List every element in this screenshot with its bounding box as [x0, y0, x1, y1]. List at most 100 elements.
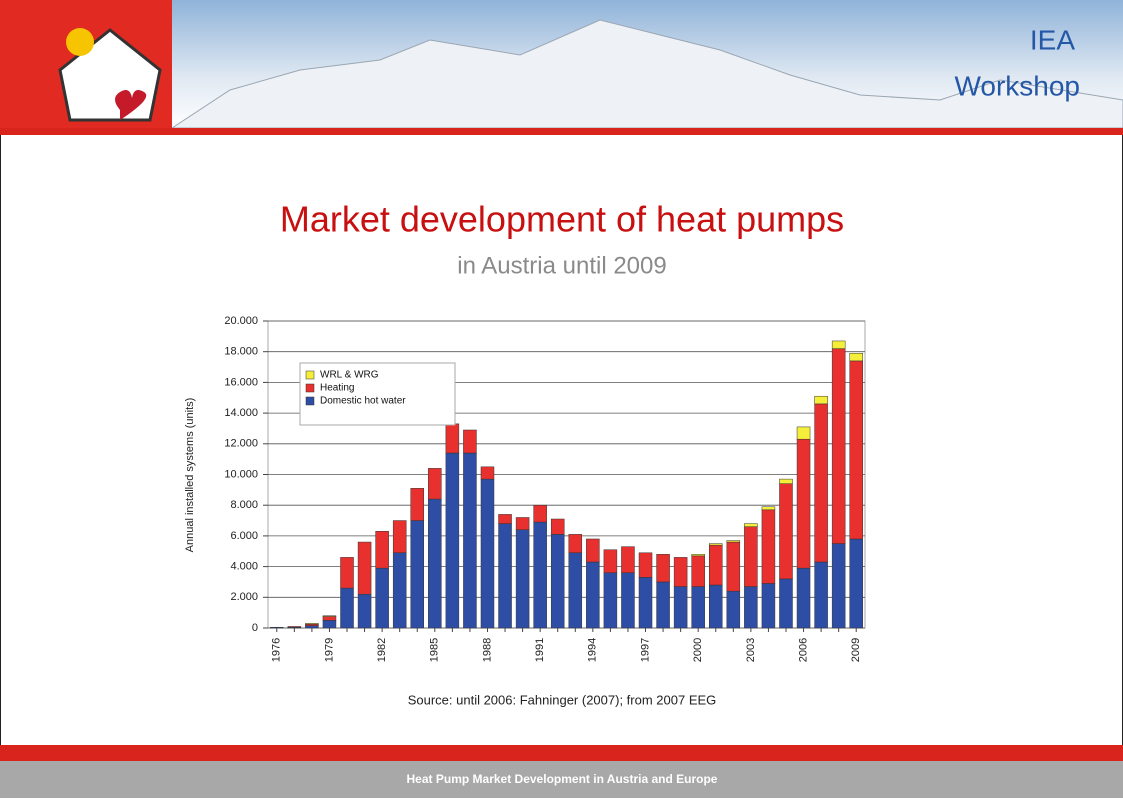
- bar-segment: [796, 438, 811, 569]
- bar-segment: [726, 541, 741, 592]
- bar-segment: [480, 478, 495, 629]
- bar-segment: [779, 578, 793, 629]
- bar-segment: [586, 538, 600, 563]
- bar-segment: [322, 620, 337, 629]
- bar-segment: [392, 552, 407, 629]
- bar-segment: [726, 540, 741, 543]
- y-tick-label: 18.000: [224, 346, 258, 358]
- bar-segment: [498, 523, 512, 629]
- bar-segment: [463, 452, 477, 629]
- bar-segment: [305, 623, 319, 625]
- header-line2: Workshop: [954, 70, 1080, 101]
- x-tick-label: 2000: [692, 638, 704, 662]
- bar-segment: [796, 567, 811, 629]
- bar-segment: [428, 468, 442, 500]
- bar-segment: [550, 534, 565, 629]
- bar-segment: [761, 506, 776, 511]
- x-tick-label: 1988: [481, 638, 493, 662]
- y-tick-label: 4.000: [230, 561, 258, 573]
- bar-segment: [691, 586, 705, 629]
- bar-segment: [849, 360, 863, 540]
- bar-segment: [410, 488, 424, 521]
- y-tick-label: 2.000: [230, 591, 258, 603]
- bar-segment: [568, 534, 583, 554]
- bar-segment: [357, 593, 372, 629]
- bar-segment: [498, 514, 512, 524]
- legend-swatch: [305, 370, 315, 380]
- chart-subtitle: in Austria until 2009: [457, 252, 666, 279]
- bar-segment: [603, 549, 618, 573]
- y-tick-label: 12.000: [224, 438, 258, 450]
- chart-title: Market development of heat pumps: [280, 199, 844, 240]
- bar-segment: [709, 544, 723, 586]
- bar-segment: [287, 626, 302, 628]
- bar-segment: [638, 577, 653, 629]
- bar-segment: [709, 543, 723, 546]
- mountains: [170, 19, 1123, 129]
- bar-segment: [586, 561, 600, 629]
- x-tick-label: 1991: [534, 638, 546, 662]
- bar-segment: [480, 466, 495, 480]
- bar-segment: [445, 452, 460, 629]
- bar-segment: [849, 538, 863, 629]
- bar-segment: [621, 546, 635, 573]
- x-tick-label: 1982: [376, 638, 388, 662]
- bar-segment: [709, 584, 723, 629]
- bar-segment: [656, 554, 670, 583]
- bar-segment: [779, 483, 793, 580]
- logo-sun: [66, 28, 94, 56]
- bar-segment: [831, 348, 846, 544]
- bar-segment: [515, 529, 530, 629]
- y-tick-label: 20.000: [224, 315, 258, 327]
- bar-segment: [814, 561, 828, 629]
- y-tick-label: 0: [252, 622, 258, 634]
- bar-segment: [831, 340, 846, 349]
- bar-segment: [761, 509, 776, 584]
- bar-segment: [744, 526, 758, 587]
- x-tick-label: 2009: [850, 638, 862, 662]
- header-rule: [0, 128, 1123, 135]
- legend-box: [299, 362, 456, 426]
- y-tick-label: 16.000: [224, 376, 258, 388]
- footer-rule: [0, 745, 1123, 761]
- bar-segment: [322, 616, 337, 621]
- y-tick-label: 10.000: [224, 468, 258, 480]
- bar-segment: [375, 567, 389, 629]
- bar-segment: [796, 426, 811, 440]
- source-note: Source: until 2006: Fahninger (2007); fr…: [408, 692, 717, 707]
- bar-segment: [340, 557, 354, 589]
- bar-segment: [831, 543, 846, 629]
- bar-segment: [340, 587, 354, 629]
- bar-segment: [550, 518, 565, 535]
- x-tick-label: 2006: [797, 638, 809, 662]
- bar-segment: [744, 523, 758, 527]
- bar-segment: [656, 581, 670, 629]
- bar-segment: [305, 625, 319, 629]
- bar-segment: [621, 572, 635, 629]
- legend-swatch: [305, 396, 315, 406]
- bar-segment: [673, 557, 688, 587]
- bar-segment: [814, 403, 828, 563]
- bar-segment: [814, 395, 828, 405]
- bar-segment: [638, 552, 653, 578]
- y-tick-label: 14.000: [224, 407, 258, 419]
- bar-segment: [392, 520, 407, 554]
- legend-label: Heating: [320, 383, 354, 394]
- x-tick-label: 1976: [271, 638, 283, 662]
- y-tick-label: 6.000: [230, 530, 258, 542]
- bar-segment: [533, 521, 547, 629]
- bar-segment: [849, 352, 863, 362]
- x-tick-label: 1979: [323, 638, 335, 662]
- bar-segment: [322, 615, 337, 617]
- bar-segment: [568, 552, 583, 629]
- bar-segment: [375, 531, 389, 569]
- header-line1: IEA: [1030, 24, 1075, 55]
- y-axis-label: Annual installed systems (units): [184, 398, 196, 553]
- bar-segment: [445, 423, 460, 454]
- bar-segment: [779, 478, 793, 484]
- bar-segment: [410, 520, 424, 629]
- x-tick-label: 2003: [745, 638, 757, 662]
- bar-segment: [515, 517, 530, 531]
- logo-heart: [115, 90, 147, 120]
- x-tick-label: 1985: [429, 638, 441, 662]
